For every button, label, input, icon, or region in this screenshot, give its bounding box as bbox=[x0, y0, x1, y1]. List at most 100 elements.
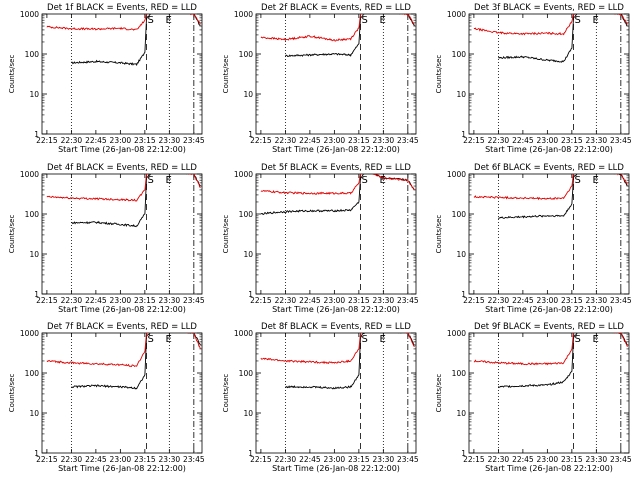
series-line-lld bbox=[46, 333, 201, 368]
plot-frame bbox=[255, 332, 417, 454]
x-tick-label: 22:15 bbox=[463, 296, 485, 305]
y-tick-label: 1000 bbox=[447, 170, 466, 179]
x-tick-label: 23:00 bbox=[324, 455, 346, 464]
panel-title: Det 9f BLACK = Events, RED = LLD bbox=[474, 322, 624, 332]
x-tick-label: 23:00 bbox=[537, 136, 559, 145]
x-tick-label: 22:30 bbox=[488, 296, 510, 305]
y-tick-label: 1000 bbox=[20, 329, 39, 338]
x-tick-label: 22:15 bbox=[250, 296, 272, 305]
detector-panel-9: Det 9f BLACK = Events, RED = LLD 1 10 100 10… bbox=[435, 322, 632, 473]
x-tick-label: 23:00 bbox=[324, 136, 346, 145]
marker-label-s: S bbox=[574, 334, 580, 345]
detector-panel-8: Det 8f BLACK = Events, RED = LLD 1 10 100 10… bbox=[222, 322, 419, 473]
series-line-events bbox=[498, 333, 628, 389]
panel-title: Det 7f BLACK = Events, RED = LLD bbox=[47, 322, 197, 332]
marker-label-s: S bbox=[574, 15, 580, 26]
y-tick-label: 100 bbox=[239, 50, 254, 59]
y-tick-label: 10 bbox=[243, 250, 253, 259]
y-tick-label: 1000 bbox=[234, 329, 253, 338]
x-tick-label: 22:15 bbox=[250, 136, 272, 145]
y-tick-label: 10 bbox=[456, 90, 466, 99]
y-axis-label: Counts/sec bbox=[222, 374, 230, 413]
x-tick-label: 23:30 bbox=[159, 455, 181, 464]
x-axis-label: Start Time (26-Jan-08 22:12:00) bbox=[485, 305, 613, 314]
x-tick-label: 23:45 bbox=[183, 136, 205, 145]
x-tick-label: 22:45 bbox=[299, 455, 321, 464]
y-tick-label: 10 bbox=[29, 409, 39, 418]
x-tick-label: 22:15 bbox=[36, 455, 58, 464]
x-tick-label: 23:45 bbox=[183, 455, 205, 464]
panel-title: Det 2f BLACK = Events, RED = LLD bbox=[261, 3, 411, 13]
panel-title: Det 4f BLACK = Events, RED = LLD bbox=[47, 163, 197, 173]
panel-title: Det 8f BLACK = Events, RED = LLD bbox=[261, 322, 411, 332]
x-tick-label: 22:45 bbox=[512, 296, 534, 305]
y-tick-label: 1 bbox=[248, 290, 253, 299]
y-tick-label: 1 bbox=[461, 290, 466, 299]
marker-label-e: E bbox=[379, 334, 385, 345]
y-tick-label: 100 bbox=[25, 50, 40, 59]
series-line-events bbox=[71, 14, 201, 67]
x-tick-label: 23:45 bbox=[397, 296, 419, 305]
marker-label-e: E bbox=[592, 15, 598, 26]
series-line-lld bbox=[473, 333, 628, 366]
x-tick-label: 22:30 bbox=[275, 136, 297, 145]
x-tick-label: 22:45 bbox=[85, 455, 107, 464]
detector-panel-2: Det 2f BLACK = Events, RED = LLD 1 10 100 10… bbox=[222, 3, 419, 154]
marker-label-s: S bbox=[361, 334, 367, 345]
x-tick-label: 23:00 bbox=[110, 455, 132, 464]
marker-label-e: E bbox=[379, 15, 385, 26]
x-tick-label: 23:15 bbox=[561, 455, 583, 464]
panel-title: Det 6f BLACK = Events, RED = LLD bbox=[474, 163, 624, 173]
series-line-events bbox=[285, 14, 415, 58]
x-tick-label: 22:15 bbox=[36, 296, 58, 305]
series-line-events bbox=[71, 174, 201, 228]
x-tick-label: 23:00 bbox=[537, 455, 559, 464]
marker-label-s: S bbox=[147, 334, 153, 345]
y-axis-label: Counts/sec bbox=[435, 374, 443, 413]
y-axis-label: Counts/sec bbox=[8, 374, 16, 413]
x-tick-label: 22:15 bbox=[463, 455, 485, 464]
x-tick-label: 23:00 bbox=[537, 296, 559, 305]
x-tick-label: 23:45 bbox=[610, 136, 632, 145]
marker-label-s: S bbox=[361, 175, 367, 186]
x-tick-label: 22:15 bbox=[463, 136, 485, 145]
y-tick-label: 1 bbox=[461, 130, 466, 139]
x-tick-label: 22:45 bbox=[299, 296, 321, 305]
marker-label-s: S bbox=[361, 15, 367, 26]
x-tick-label: 23:15 bbox=[134, 455, 156, 464]
x-tick-label: 23:30 bbox=[373, 136, 395, 145]
series-line-events bbox=[285, 333, 415, 390]
plot-frame bbox=[468, 332, 630, 454]
x-axis-label: Start Time (26-Jan-08 22:12:00) bbox=[272, 305, 400, 314]
plot-frame bbox=[468, 13, 630, 135]
y-axis-label: Counts/sec bbox=[222, 55, 230, 94]
x-tick-label: 22:45 bbox=[512, 136, 534, 145]
y-axis-label: Counts/sec bbox=[435, 55, 443, 94]
series-line-lld bbox=[260, 333, 415, 365]
y-tick-label: 1 bbox=[34, 449, 39, 458]
x-tick-label: 22:30 bbox=[488, 455, 510, 464]
x-tick-label: 23:45 bbox=[610, 296, 632, 305]
x-tick-label: 22:30 bbox=[275, 455, 297, 464]
x-tick-label: 23:00 bbox=[110, 296, 132, 305]
marker-label-e: E bbox=[379, 175, 385, 186]
series-line-events bbox=[71, 333, 201, 390]
detector-panel-1: Det 1f BLACK = Events, RED = LLD 1 10 100 10… bbox=[8, 3, 205, 154]
y-tick-label: 1 bbox=[248, 130, 253, 139]
x-tick-label: 23:15 bbox=[134, 136, 156, 145]
x-tick-label: 22:45 bbox=[85, 136, 107, 145]
marker-label-e: E bbox=[592, 175, 598, 186]
plot-frame bbox=[255, 173, 417, 295]
y-tick-label: 1000 bbox=[234, 10, 253, 19]
y-tick-label: 10 bbox=[243, 90, 253, 99]
x-tick-label: 22:30 bbox=[488, 136, 510, 145]
y-tick-label: 100 bbox=[239, 210, 254, 219]
x-tick-label: 22:15 bbox=[36, 136, 58, 145]
x-tick-label: 23:30 bbox=[373, 455, 395, 464]
x-tick-label: 23:45 bbox=[183, 296, 205, 305]
y-tick-label: 10 bbox=[29, 90, 39, 99]
detector-panel-3: Det 3f BLACK = Events, RED = LLD 1 10 100 10… bbox=[435, 3, 632, 154]
y-tick-label: 1 bbox=[34, 130, 39, 139]
x-tick-label: 22:15 bbox=[250, 455, 272, 464]
